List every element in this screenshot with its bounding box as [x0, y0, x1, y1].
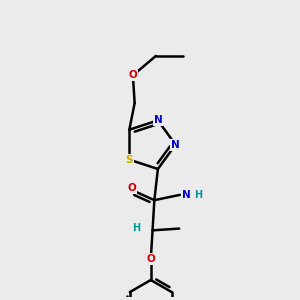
Text: O: O: [127, 184, 136, 194]
Text: O: O: [128, 70, 137, 80]
Text: O: O: [146, 254, 155, 264]
Text: H: H: [194, 190, 202, 200]
Text: S: S: [126, 155, 133, 165]
Text: H: H: [133, 223, 141, 232]
Text: N: N: [182, 190, 190, 200]
Text: N: N: [171, 140, 180, 150]
Text: N: N: [154, 116, 162, 125]
